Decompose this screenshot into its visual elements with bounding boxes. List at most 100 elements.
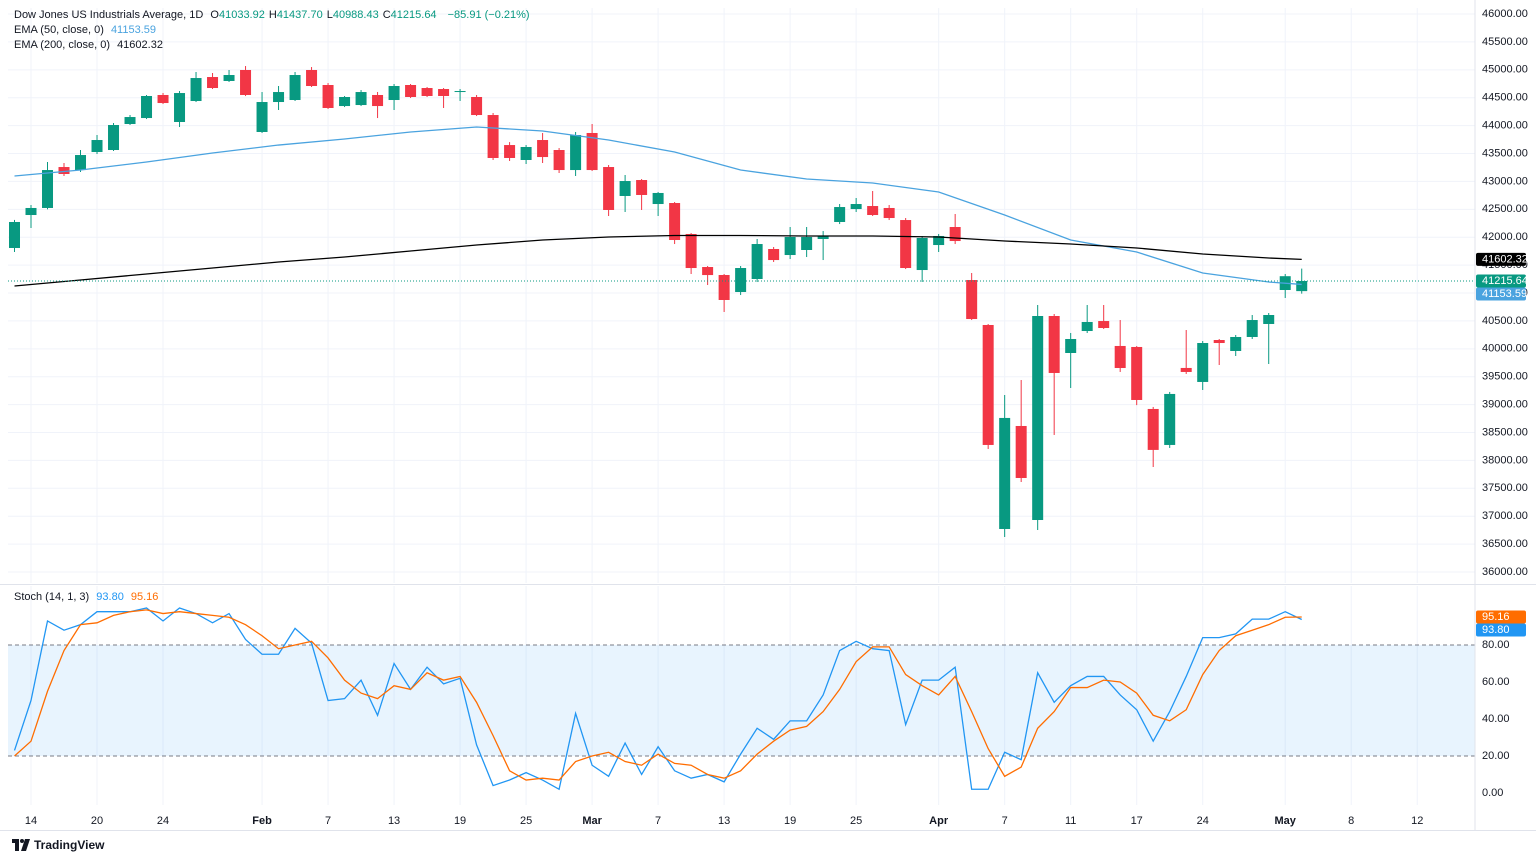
y-tick-label: 0.00: [1482, 787, 1503, 799]
candle-body: [438, 89, 450, 96]
y-tick-label: 43000.00: [1482, 175, 1528, 187]
x-tick-label: 20: [91, 815, 103, 827]
candle-body: [735, 268, 747, 293]
candle-body: [850, 204, 862, 210]
ema-name: EMA (50, close, 0): [14, 24, 104, 36]
last-value-label: 41215.64: [1482, 275, 1528, 287]
candle-body: [966, 280, 978, 320]
last-value-label: 41153.59: [1482, 288, 1527, 300]
candle-body: [1246, 320, 1258, 337]
ohlc-label: L: [326, 9, 333, 21]
candle-body: [1065, 338, 1077, 353]
candle-body: [339, 96, 351, 107]
candle-body: [1048, 316, 1060, 373]
y-tick-label: 40000.00: [1482, 343, 1528, 355]
candle-body: [702, 267, 714, 276]
ema-value: 41602.32: [117, 39, 163, 51]
candle-body: [1147, 408, 1159, 450]
candle-body: [801, 236, 813, 250]
logo-icon: [12, 839, 30, 851]
candle-body: [586, 132, 598, 171]
candle-body: [388, 86, 400, 101]
candle-body: [223, 75, 235, 81]
ohlc-label: O: [210, 9, 219, 21]
ema200-header: EMA (200, close, 0) 41602.32: [14, 39, 167, 51]
stoch-band: [8, 645, 1475, 756]
last-value-box: [1476, 623, 1526, 637]
candle-body: [933, 235, 945, 246]
candle-body: [25, 207, 37, 216]
candle-body: [1131, 346, 1143, 400]
candle-body: [718, 274, 730, 300]
candle-body: [273, 92, 285, 103]
ohlc-label: H: [268, 9, 277, 21]
candle-body: [487, 115, 499, 158]
candle-body: [520, 146, 532, 160]
x-tick-label: 14: [25, 815, 37, 827]
candle-body: [570, 134, 582, 171]
x-tick-label: 11: [1065, 815, 1076, 827]
x-tick-label: 24: [1197, 815, 1209, 827]
last-value-label: 95.16: [1482, 611, 1510, 623]
candle-body: [652, 192, 664, 205]
x-tick-label: 13: [718, 815, 730, 827]
y-tick-label: 42500.00: [1482, 203, 1528, 215]
price-header: Dow Jones US Industrials Average, 1D O41…: [14, 9, 534, 21]
candle-body: [207, 77, 219, 89]
y-tick-label: 45000.00: [1482, 64, 1528, 76]
y-tick-label: 20.00: [1482, 750, 1510, 762]
candle-body: [685, 233, 697, 269]
candle-body: [751, 244, 763, 280]
ohlc-value: 41215.64: [390, 9, 437, 21]
last-value-box: [1476, 287, 1526, 301]
candle-body: [1081, 321, 1093, 332]
last-value-label: 93.80: [1482, 624, 1510, 636]
candle-body: [174, 93, 186, 122]
candle-body: [240, 69, 252, 95]
candle-body: [1114, 345, 1126, 369]
last-value-label: 41602.32: [1482, 253, 1528, 265]
y-tick-label: 42000.00: [1482, 231, 1528, 243]
candle-body: [9, 221, 21, 248]
x-tick-label: 8: [1348, 815, 1354, 827]
y-tick-label: 60.00: [1482, 676, 1510, 688]
candle-body: [256, 102, 268, 132]
candle-body: [784, 236, 796, 256]
candle-body: [1296, 280, 1308, 292]
y-tick-label: 39000.00: [1482, 399, 1528, 411]
stoch-header: Stoch (14, 1, 3) 93.80 95.16: [14, 591, 162, 603]
candle-body: [982, 324, 994, 445]
candle-body: [405, 85, 417, 97]
candle-body: [619, 181, 631, 196]
last-value-box: [1476, 274, 1526, 288]
candle-body: [1032, 316, 1044, 521]
candle-body: [42, 170, 54, 208]
candle-body: [124, 117, 136, 125]
y-tick-label: 39500.00: [1482, 371, 1528, 383]
line-series: [14, 609, 1302, 781]
stoch-k-value: 93.80: [96, 591, 124, 603]
candle-body: [1015, 425, 1027, 478]
ema-value: 41153.59: [110, 24, 157, 36]
candle-body: [817, 235, 829, 240]
candle-body: [537, 140, 549, 158]
y-tick-label: 37000.00: [1482, 510, 1528, 522]
watermark: TradingView: [34, 838, 105, 852]
x-tick-label: 7: [325, 815, 331, 827]
line-series: [13, 607, 1302, 791]
candle-body: [289, 75, 301, 101]
candle-body: [1180, 367, 1192, 372]
candle-body: [553, 150, 565, 171]
ohlc-value: 40988.43: [332, 9, 379, 21]
last-value-box: [1476, 610, 1526, 624]
x-tick-label: Mar: [582, 815, 602, 827]
y-tick-label: 36500.00: [1482, 538, 1528, 550]
candle-body: [999, 417, 1011, 529]
y-tick-label: 44000.00: [1482, 120, 1528, 132]
candle-body: [603, 167, 615, 210]
candle-body: [1164, 393, 1176, 445]
candle-body: [900, 220, 912, 269]
candle-body: [916, 238, 928, 271]
candle-body: [421, 88, 433, 96]
